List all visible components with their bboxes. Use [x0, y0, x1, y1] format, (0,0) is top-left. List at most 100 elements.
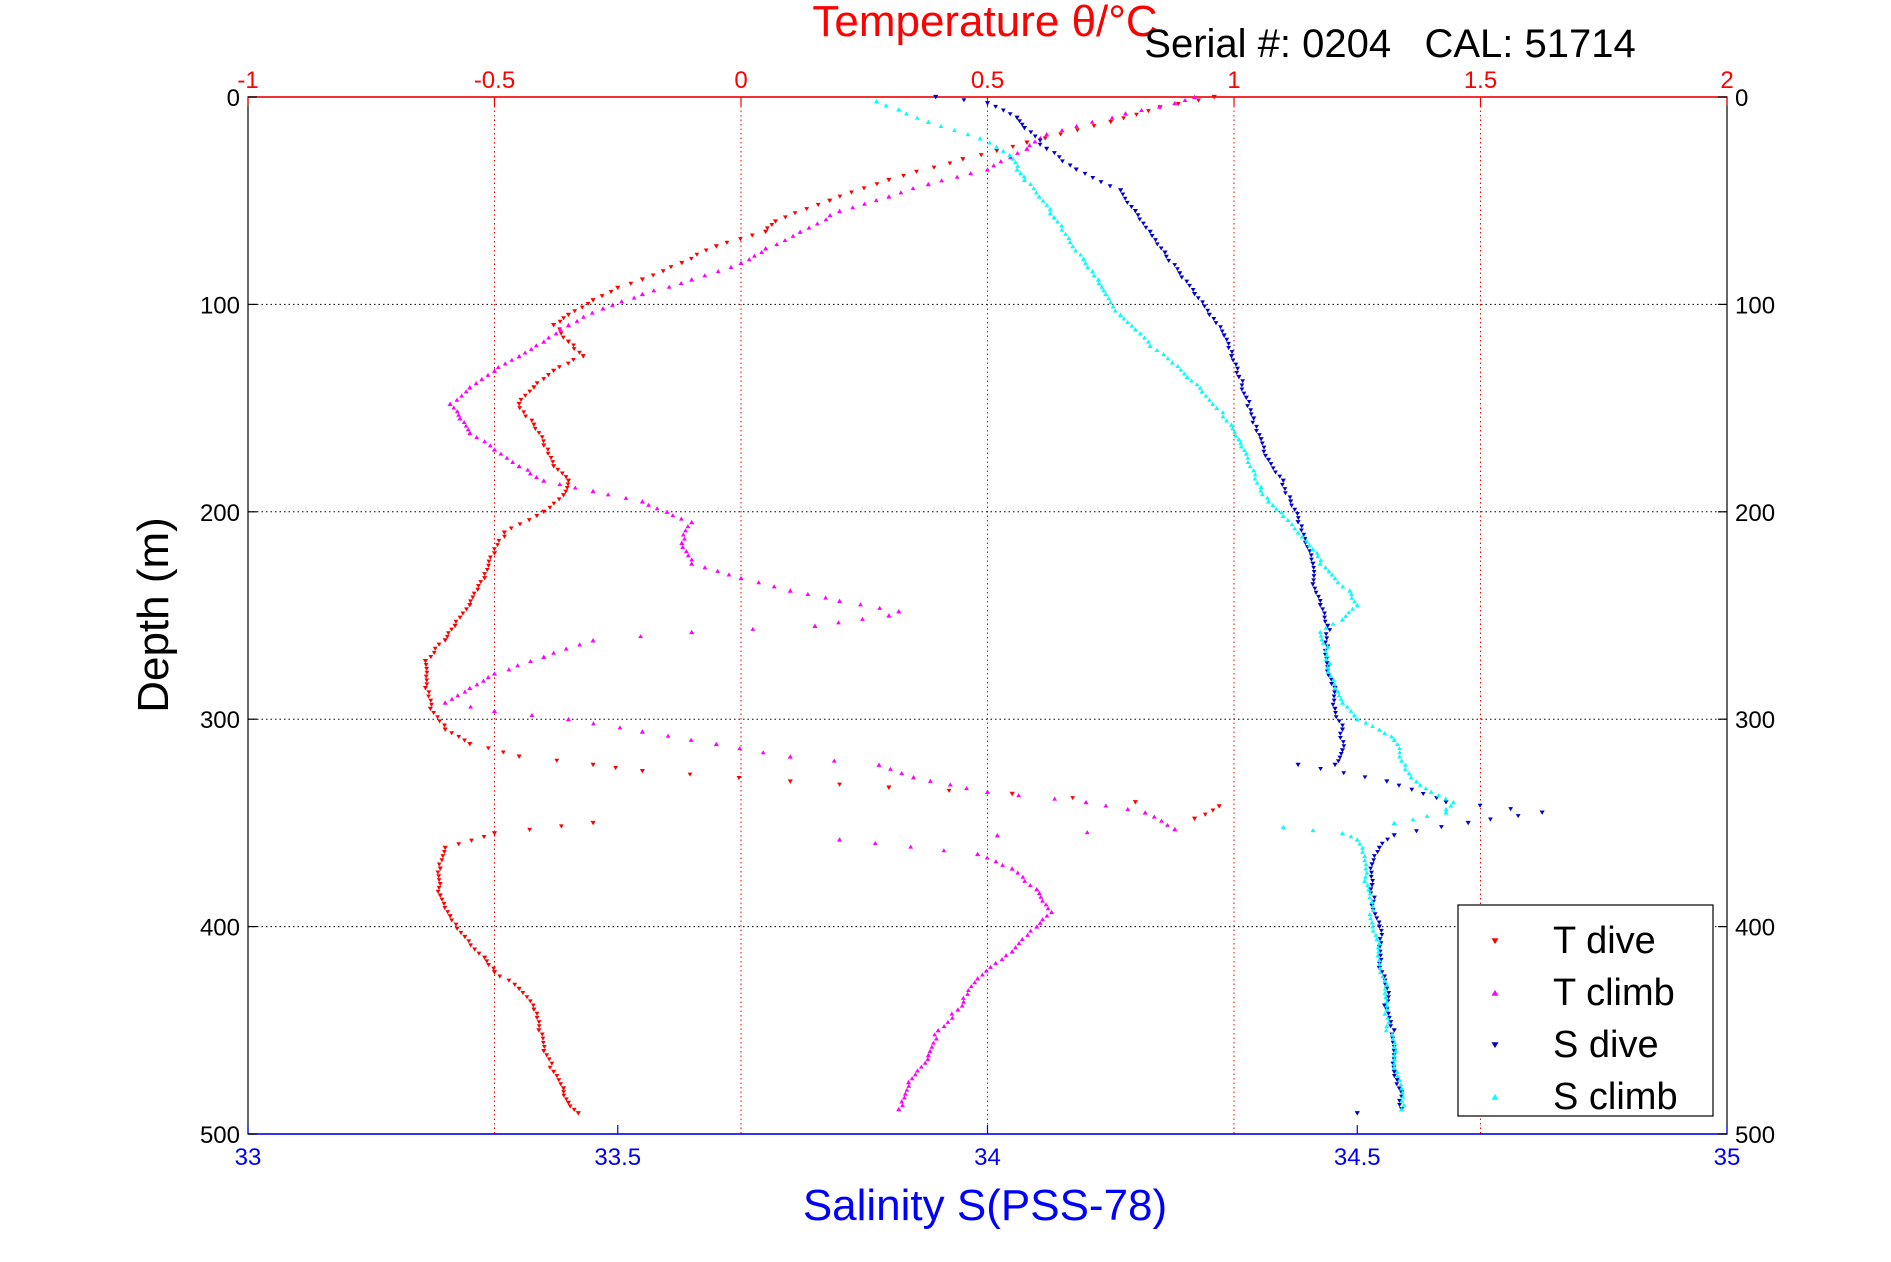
data-point — [1047, 206, 1053, 211]
data-point — [439, 858, 445, 863]
data-point — [521, 410, 527, 415]
data-point — [910, 186, 916, 191]
data-point — [787, 588, 793, 593]
data-point — [994, 149, 1000, 154]
data-point — [650, 273, 656, 278]
data-point — [1339, 700, 1346, 705]
data-point — [561, 1093, 567, 1098]
data-point — [1056, 155, 1062, 160]
right-tick-label: 400 — [1735, 915, 1775, 942]
data-point — [1327, 661, 1333, 666]
data-point — [428, 655, 434, 660]
data-point — [1322, 619, 1328, 624]
data-point — [1308, 553, 1314, 558]
data-point — [688, 256, 694, 261]
data-point — [1371, 858, 1377, 863]
data-point — [984, 101, 991, 106]
data-point — [1319, 637, 1325, 642]
data-point — [560, 493, 567, 498]
bottom-axis-title: Salinity S(PSS-78) — [803, 1181, 1167, 1230]
data-point — [896, 609, 902, 614]
data-point — [1369, 862, 1375, 867]
data-point — [685, 524, 691, 529]
data-point — [1343, 613, 1349, 618]
data-point — [1033, 190, 1039, 195]
data-point — [1038, 894, 1044, 899]
data-point — [1036, 890, 1042, 895]
data-point — [738, 575, 744, 581]
data-point — [541, 443, 547, 448]
data-point — [1370, 723, 1375, 729]
data-point — [964, 786, 969, 791]
data-point — [787, 754, 793, 759]
data-point — [547, 1065, 553, 1070]
data-point — [945, 1019, 951, 1024]
data-point — [1165, 822, 1170, 827]
data-point — [528, 658, 533, 664]
data-point — [1129, 323, 1135, 328]
data-point — [1014, 167, 1020, 172]
data-point — [1015, 870, 1021, 875]
data-point — [959, 1003, 965, 1008]
data-point — [484, 567, 490, 573]
data-point — [1095, 277, 1102, 282]
data-point — [1329, 682, 1334, 687]
data-point — [1299, 528, 1304, 533]
data-point — [1378, 928, 1384, 933]
right-tick-label: 200 — [1735, 500, 1775, 527]
data-point — [736, 776, 742, 781]
data-point — [837, 782, 842, 787]
data-point — [1391, 1065, 1397, 1070]
data-point — [899, 1099, 905, 1104]
data-point — [431, 711, 437, 716]
data-point — [541, 339, 547, 344]
data-point — [1370, 903, 1376, 908]
data-point — [1009, 866, 1015, 871]
data-point — [1121, 116, 1126, 121]
data-point — [555, 467, 561, 472]
data-point — [1394, 1078, 1400, 1083]
data-point — [486, 559, 492, 564]
bottom-tick-label: 34 — [974, 1144, 1001, 1171]
data-point — [860, 616, 865, 621]
data-point — [452, 623, 458, 629]
data-point — [790, 233, 796, 238]
data-point — [540, 1040, 546, 1045]
data-point — [447, 914, 453, 919]
data-point — [565, 361, 571, 366]
data-point — [1391, 1044, 1397, 1049]
data-point — [1248, 412, 1254, 417]
data-point — [1341, 744, 1347, 749]
data-point — [1189, 378, 1194, 383]
data-point — [440, 854, 446, 859]
data-point — [1239, 387, 1245, 392]
data-point — [547, 505, 553, 510]
data-point — [1339, 727, 1346, 732]
data-point — [481, 834, 487, 840]
data-point — [1007, 152, 1013, 158]
data-point — [1382, 986, 1388, 991]
data-point — [1258, 484, 1264, 489]
data-point — [1289, 522, 1295, 527]
data-point — [1367, 911, 1373, 917]
data-point — [1325, 644, 1331, 649]
data-point — [949, 1011, 955, 1016]
data-point — [966, 987, 971, 993]
data-point — [1010, 144, 1016, 149]
data-point — [1354, 1111, 1360, 1116]
data-point — [619, 299, 625, 304]
data-point — [1382, 1011, 1388, 1016]
data-point — [1362, 878, 1368, 884]
data-point — [1443, 806, 1449, 811]
data-point — [427, 706, 434, 712]
data-point — [1323, 565, 1328, 570]
data-point — [1406, 770, 1412, 776]
data-point — [442, 700, 448, 705]
data-point — [1277, 474, 1283, 479]
data-point — [574, 318, 580, 323]
data-point — [1317, 599, 1323, 604]
data-point — [461, 419, 467, 425]
data-point — [927, 1048, 933, 1053]
data-marks — [422, 94, 1545, 1116]
data-point — [1032, 134, 1038, 139]
